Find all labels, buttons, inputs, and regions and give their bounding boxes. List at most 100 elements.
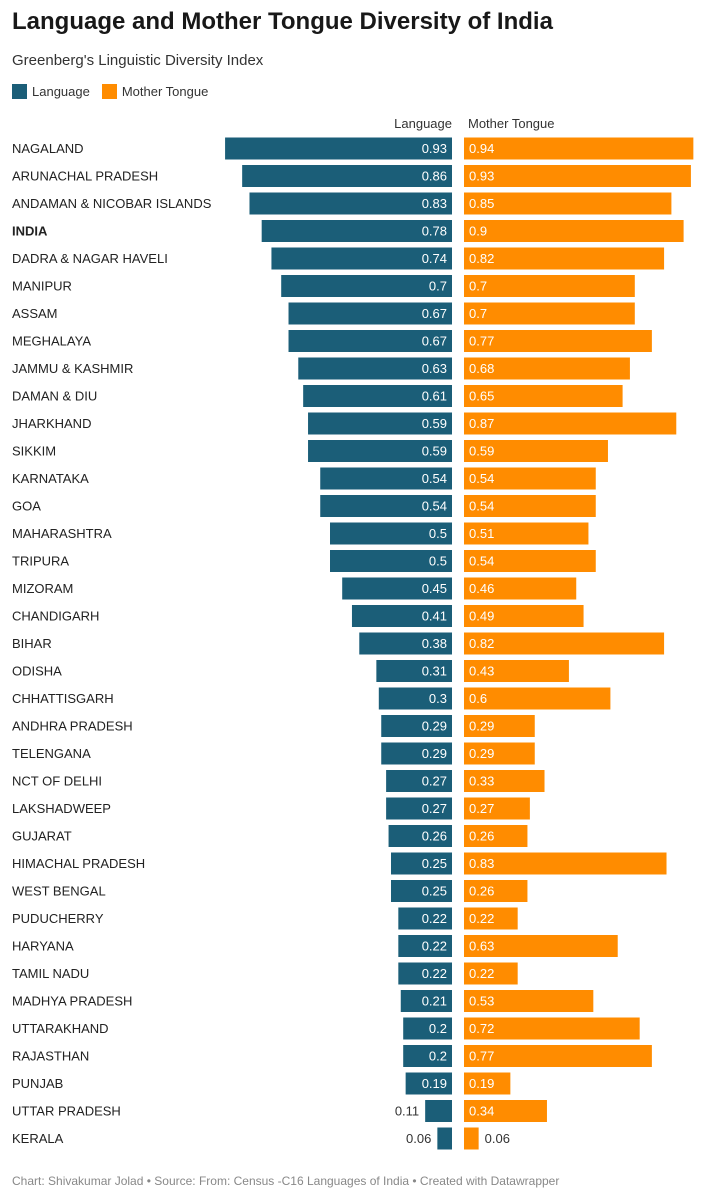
- data-label-language: 0.2: [429, 1021, 447, 1036]
- data-label-mother-tongue: 0.82: [469, 636, 494, 651]
- data-label-language: 0.22: [422, 911, 447, 926]
- bar-mother-tongue: [464, 632, 665, 655]
- bar-language: [403, 1017, 452, 1040]
- bar-mother-tongue: [464, 220, 684, 242]
- data-label-mother-tongue: 0.34: [469, 1104, 494, 1119]
- row-haryana: HARYANA 0.22 0.63: [12, 935, 618, 957]
- category-label: CHHATTISGARH: [12, 691, 114, 706]
- row-chhattisgarh: CHHATTISGARH 0.3 0.6: [12, 687, 611, 710]
- bar-language: [376, 660, 452, 682]
- category-label: NAGALAND: [12, 141, 84, 156]
- category-label: TRIPURA: [12, 554, 69, 569]
- bar-mother-tongue: [464, 550, 596, 572]
- row-maharashtra: MAHARASHTRA 0.5 0.51: [12, 522, 589, 545]
- bar-mother-tongue: [464, 495, 596, 517]
- row-gujarat: GUJARAT 0.26 0.26: [12, 825, 528, 847]
- bar-mother-tongue: [464, 660, 569, 682]
- bar-language: [381, 742, 452, 765]
- legend-swatch-mother-tongue: [101, 84, 117, 99]
- data-label-language: 0.63: [422, 361, 447, 376]
- bar-mother-tongue: [464, 907, 518, 930]
- bar-language: [288, 302, 452, 325]
- data-label-mother-tongue: 0.65: [469, 389, 494, 404]
- bar-mother-tongue: [464, 467, 596, 490]
- bar-mother-tongue: [464, 1100, 547, 1122]
- category-label: ANDHRA PRADESH: [12, 719, 133, 734]
- data-label-language: 0.22: [422, 939, 447, 954]
- data-label-language: 0.93: [422, 141, 447, 156]
- row-rajasthan: RAJASTHAN 0.2 0.77: [12, 1045, 652, 1067]
- category-label: GOA: [12, 499, 41, 514]
- category-label: MIZORAM: [12, 581, 73, 596]
- bar-language: [330, 522, 452, 545]
- bar-mother-tongue: [464, 880, 528, 902]
- bar-language: [308, 412, 452, 435]
- category-label: UTTARAKHAND: [12, 1021, 109, 1036]
- category-label: MANIPUR: [12, 279, 72, 294]
- data-label-mother-tongue: 0.77: [469, 1049, 494, 1064]
- bar-language: [403, 1045, 452, 1067]
- data-label-mother-tongue: 0.19: [469, 1076, 494, 1091]
- bar-mother-tongue: [464, 962, 518, 985]
- column-header-mother-tongue: Mother Tongue: [468, 116, 555, 131]
- bar-mother-tongue: [464, 1127, 479, 1150]
- category-label: SIKKIM: [12, 444, 56, 459]
- data-label-mother-tongue: 0.9: [469, 224, 487, 239]
- data-label-language: 0.29: [422, 746, 447, 761]
- data-label-language: 0.74: [422, 251, 447, 266]
- bar-language: [437, 1127, 452, 1150]
- data-label-language: 0.27: [422, 801, 447, 816]
- row-nagaland: NAGALAND 0.93 0.94: [12, 137, 694, 160]
- row-tripura: TRIPURA 0.5 0.54: [12, 550, 596, 572]
- bar-mother-tongue: [464, 577, 577, 600]
- data-label-language: 0.31: [422, 664, 447, 679]
- data-label-mother-tongue: 0.22: [469, 966, 494, 981]
- row-arunachal-pradesh: ARUNACHAL PRADESH 0.86 0.93: [12, 165, 691, 187]
- data-label-mother-tongue: 0.29: [469, 719, 494, 734]
- bar-language: [381, 715, 452, 737]
- data-label-mother-tongue: 0.49: [469, 609, 494, 624]
- bar-language: [242, 165, 452, 187]
- data-label-mother-tongue: 0.83: [469, 856, 494, 871]
- row-chandigarh: CHANDIGARH 0.41 0.49: [12, 605, 584, 627]
- data-label-mother-tongue: 0.53: [469, 994, 494, 1009]
- bar-mother-tongue: [464, 1045, 652, 1067]
- row-uttar-pradesh: UTTAR PRADESH 0.11 0.34: [12, 1100, 547, 1122]
- data-label-mother-tongue: 0.63: [469, 939, 494, 954]
- bar-language: [398, 962, 452, 985]
- data-label-mother-tongue: 0.22: [469, 911, 494, 926]
- bar-language: [400, 990, 452, 1012]
- bar-mother-tongue: [464, 165, 691, 187]
- data-label-language: 0.59: [422, 444, 447, 459]
- category-label: TELENGANA: [12, 746, 91, 761]
- data-label-mother-tongue: 0.59: [469, 444, 494, 459]
- bar-mother-tongue: [464, 357, 630, 380]
- bar-language: [386, 797, 452, 820]
- row-manipur: MANIPUR 0.7 0.7: [12, 275, 635, 297]
- data-label-language: 0.67: [422, 306, 447, 321]
- row-goa: GOA 0.54 0.54: [12, 495, 596, 517]
- category-label: WEST BENGAL: [12, 884, 106, 899]
- data-label-mother-tongue: 0.29: [469, 746, 494, 761]
- chart-subtitle: Greenberg's Linguistic Diversity Index: [12, 52, 264, 69]
- category-label: ASSAM: [12, 306, 58, 321]
- data-label-language: 0.61: [422, 389, 447, 404]
- category-label: DADRA & NAGAR HAVELI: [12, 251, 168, 266]
- category-label: MADHYA PRADESH: [12, 994, 132, 1009]
- category-label: JAMMU & KASHMIR: [12, 361, 133, 376]
- data-label-language: 0.3: [429, 691, 447, 706]
- row-andaman-nicobar-islands: ANDAMAN & NICOBAR ISLANDS 0.83 0.85: [12, 192, 672, 215]
- data-label-mother-tongue: 0.6: [469, 691, 487, 706]
- category-label: TAMIL NADU: [12, 966, 89, 981]
- data-label-language: 0.26: [422, 829, 447, 844]
- bar-language: [398, 935, 452, 957]
- row-karnataka: KARNATAKA 0.54 0.54: [12, 467, 596, 490]
- category-label: LAKSHADWEEP: [12, 801, 111, 816]
- row-telengana: TELENGANA 0.29 0.29: [12, 742, 535, 765]
- data-label-mother-tongue: 0.77: [469, 334, 494, 349]
- bar-language: [398, 907, 452, 930]
- bar-mother-tongue: [464, 742, 535, 765]
- bar-mother-tongue: [464, 1072, 511, 1095]
- bar-mother-tongue: [464, 935, 618, 957]
- category-label: INDIA: [12, 224, 48, 239]
